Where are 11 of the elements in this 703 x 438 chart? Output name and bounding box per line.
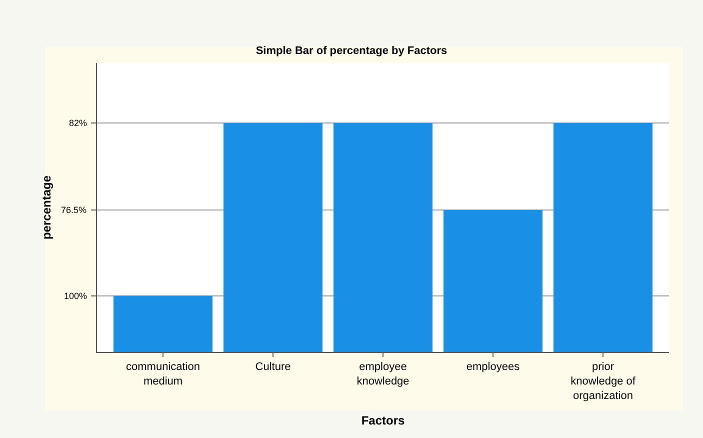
chart-title: Simple Bar of percentage by Factors [256,44,448,57]
x-tick-label: employees [466,361,520,374]
x-tick-label: employee knowledge [356,361,410,388]
x-axis-title: Factors [361,414,405,428]
text: 100% [64,291,88,301]
x-tick-label: prior knowledge of organization [570,361,636,402]
y-axis-title: percentage [39,175,54,240]
text: 82% [69,118,88,128]
text: 76.5% [61,205,87,215]
x-tick-label: Culture [255,361,291,374]
x-tick-label: communication medium [126,361,200,388]
